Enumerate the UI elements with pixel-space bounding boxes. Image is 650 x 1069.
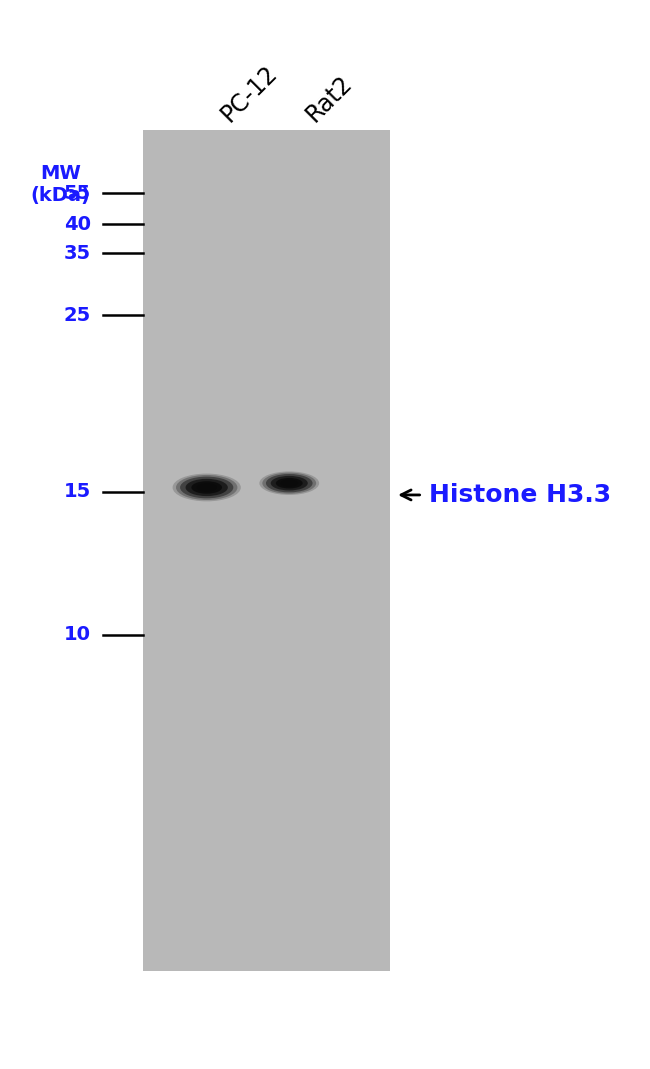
Ellipse shape xyxy=(280,480,298,486)
Text: 15: 15 xyxy=(64,482,91,501)
Ellipse shape xyxy=(263,472,316,494)
Ellipse shape xyxy=(191,481,222,494)
Text: PC-12: PC-12 xyxy=(216,60,281,126)
Text: 40: 40 xyxy=(64,215,91,234)
Text: 35: 35 xyxy=(64,244,91,263)
Text: 55: 55 xyxy=(64,184,91,203)
Text: 25: 25 xyxy=(64,306,91,325)
Text: Rat2: Rat2 xyxy=(302,71,358,126)
Ellipse shape xyxy=(173,474,241,501)
Ellipse shape xyxy=(259,471,319,495)
Ellipse shape xyxy=(185,479,228,496)
Ellipse shape xyxy=(276,478,303,489)
Ellipse shape xyxy=(180,477,233,498)
Text: 10: 10 xyxy=(64,625,91,645)
Text: MW
(kDa): MW (kDa) xyxy=(31,164,90,204)
Ellipse shape xyxy=(176,475,237,500)
Text: Histone H3.3: Histone H3.3 xyxy=(429,483,611,507)
Ellipse shape xyxy=(270,476,308,491)
Ellipse shape xyxy=(266,474,313,493)
Bar xyxy=(143,130,390,971)
Ellipse shape xyxy=(196,483,217,492)
